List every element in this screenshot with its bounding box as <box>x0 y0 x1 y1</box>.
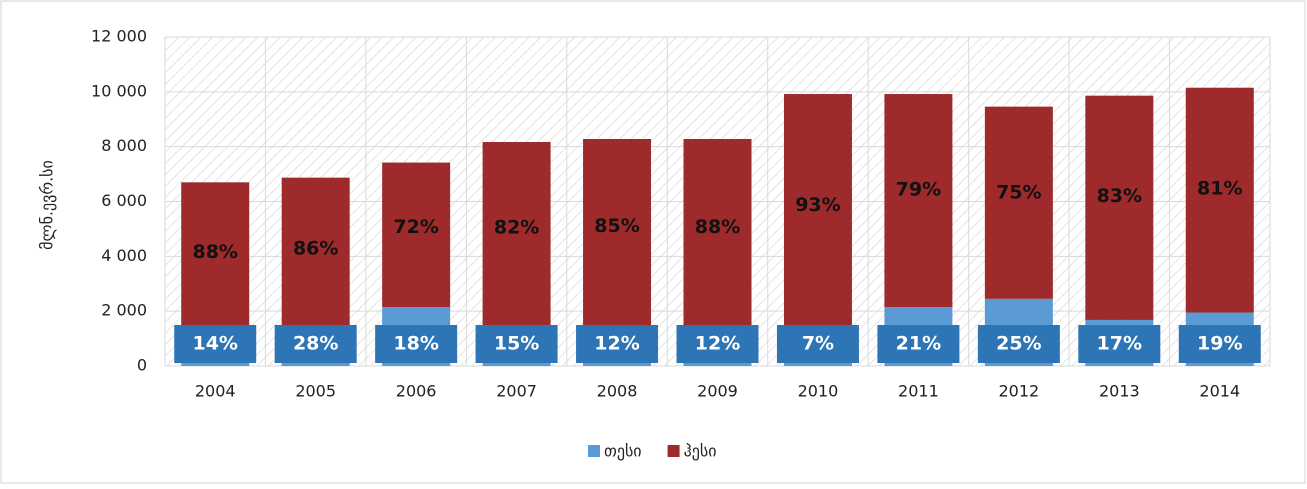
y-tick-label: 2 000 <box>101 301 147 320</box>
y-tick-label: 0 <box>137 356 147 375</box>
data-label: 82% <box>494 216 539 238</box>
data-label: 15% <box>494 333 539 355</box>
x-tick-label: 2011 <box>898 382 939 401</box>
bar-segment <box>683 138 752 336</box>
data-label: 72% <box>393 216 438 238</box>
legend-label: ჰესი <box>684 442 717 461</box>
bar-segment <box>984 106 1053 299</box>
data-label: 19% <box>1197 333 1242 355</box>
label-box <box>676 325 759 363</box>
data-label: 7% <box>802 333 834 355</box>
y-tick-label: 12 000 <box>91 27 147 46</box>
legend-swatch <box>667 445 680 457</box>
x-tick-label: 2010 <box>798 382 839 401</box>
bar-segment <box>382 162 451 308</box>
data-label: 85% <box>594 215 639 237</box>
y-tick-label: 8 000 <box>101 136 147 155</box>
bar-segment <box>583 138 652 334</box>
x-tick-label: 2008 <box>597 382 638 401</box>
bar-segment <box>181 182 250 339</box>
bar-segment <box>1185 87 1254 313</box>
y-tick-label: 10 000 <box>91 81 147 100</box>
data-label: 79% <box>896 178 941 200</box>
data-label: 14% <box>192 333 237 355</box>
bar-segment <box>1085 95 1154 320</box>
data-label: 28% <box>293 333 338 355</box>
bar-segment <box>281 177 350 336</box>
bar-segment <box>884 94 953 308</box>
data-label: 75% <box>996 182 1041 204</box>
label-box <box>576 325 659 363</box>
data-label: 18% <box>393 333 438 355</box>
x-tick-label: 2005 <box>295 382 336 401</box>
bar-segment <box>482 142 551 334</box>
y-axis-label: მლნ.ევრ.სი <box>38 160 57 250</box>
x-tick-label: 2009 <box>697 382 738 401</box>
data-label: 17% <box>1097 333 1142 355</box>
data-label: 21% <box>896 333 941 355</box>
x-tick-label: 2004 <box>195 382 236 401</box>
label-box <box>1078 325 1161 363</box>
data-label: 88% <box>695 216 740 238</box>
x-tick-label: 2012 <box>999 382 1040 401</box>
data-label: 93% <box>795 194 840 216</box>
label-box <box>776 325 859 363</box>
data-label: 86% <box>293 237 338 259</box>
x-tick-label: 2007 <box>496 382 537 401</box>
legend-label: თესი <box>604 442 642 461</box>
label-box <box>877 325 960 363</box>
label-box <box>1178 325 1261 363</box>
data-label: 25% <box>996 333 1041 355</box>
bar-segment <box>783 94 852 342</box>
data-label: 83% <box>1097 185 1142 207</box>
label-box <box>274 325 357 363</box>
data-label: 88% <box>192 241 237 263</box>
label-box <box>475 325 558 363</box>
label-box <box>977 325 1060 363</box>
legend-swatch <box>588 445 600 457</box>
x-tick-label: 2006 <box>396 382 437 401</box>
x-tick-label: 2014 <box>1199 382 1240 401</box>
x-tick-label: 2013 <box>1099 382 1140 401</box>
y-tick-label: 6 000 <box>101 191 147 210</box>
label-box <box>375 325 458 363</box>
data-label: 12% <box>594 333 639 355</box>
y-tick-label: 4 000 <box>101 246 147 265</box>
data-label: 81% <box>1197 177 1242 199</box>
label-box <box>174 325 257 363</box>
data-label: 12% <box>695 333 740 355</box>
